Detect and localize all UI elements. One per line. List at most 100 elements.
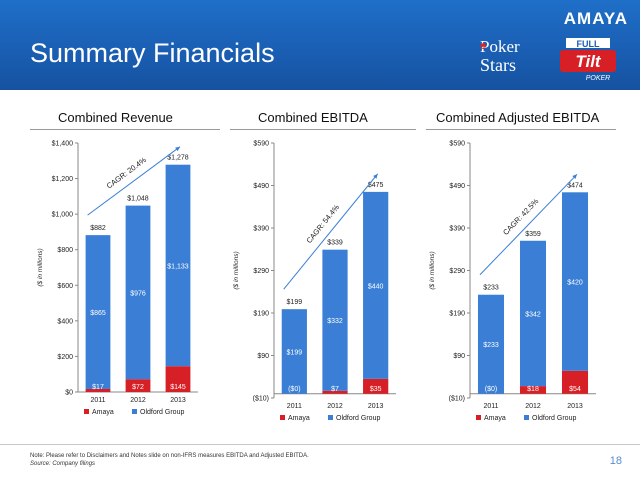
y-tick-label: $1,400 (52, 141, 74, 148)
legend-swatch-oldford (328, 415, 333, 420)
legend-swatch-amaya (280, 415, 285, 420)
data-label-oldford: $1,133 (167, 263, 189, 270)
fulltilt-logo-mid: Tilt (575, 52, 602, 71)
data-label-oldford: $865 (90, 310, 106, 317)
bar-oldford (477, 294, 505, 394)
data-label-total: $359 (525, 231, 541, 238)
y-axis-label: ($ in millions) (233, 251, 240, 289)
y-tick-label: $1,200 (52, 176, 74, 183)
y-tick-label: $290 (449, 268, 465, 275)
data-label-total: $474 (567, 182, 583, 189)
bar-amaya (363, 378, 389, 394)
bar-oldford (519, 240, 547, 387)
data-label-amaya: $72 (132, 384, 144, 391)
legend-label-amaya: Amaya (92, 409, 114, 416)
cagr-annotation: CAGR: 20.4% (105, 155, 148, 190)
amaya-logo: AMAYA (563, 9, 628, 28)
data-label-amaya: ($0) (288, 386, 300, 393)
y-tick-label: $290 (253, 268, 269, 275)
data-label-oldford: $199 (287, 349, 303, 356)
cagr-arrowhead (572, 174, 577, 180)
y-tick-label: $90 (257, 353, 269, 360)
y-axis-label: ($ in millions) (429, 251, 436, 289)
fulltilt-logo: FULL Tilt POKER (560, 38, 616, 82)
data-label-oldford: $420 (567, 280, 583, 287)
y-tick-label: $390 (253, 226, 269, 233)
y-tick-label: $400 (57, 318, 73, 325)
fulltilt-logo-bottom: POKER (586, 75, 611, 82)
bar-amaya (322, 390, 348, 394)
y-tick-label: $200 (57, 354, 73, 361)
legend-label-amaya: Amaya (484, 415, 506, 422)
adj-ebitda-section-divider (426, 129, 616, 130)
data-label-oldford: $342 (525, 311, 541, 318)
bar-amaya (165, 366, 191, 392)
bar-amaya (561, 370, 589, 394)
pokerstars-logo-line1: Poker (480, 37, 520, 56)
cagr-arrow (87, 146, 181, 216)
legend-label-oldford: Oldford Group (336, 415, 380, 422)
page-number: 18 (609, 455, 622, 467)
y-tick-label: $90 (453, 353, 465, 360)
data-label-oldford: $233 (483, 342, 499, 349)
legend-swatch-amaya (476, 415, 481, 420)
data-label-oldford: $440 (368, 283, 384, 290)
y-tick-label: $190 (253, 311, 269, 318)
data-label-total: $1,278 (167, 155, 189, 162)
revenue-section-divider (30, 129, 220, 130)
spade-icon: ♠ (480, 38, 487, 52)
adj-ebitda-chart: ($10) $90 $190 $290 $390 $490 $590 ($ in millio… (429, 141, 596, 422)
data-label-amaya: $35 (370, 386, 382, 393)
legend-swatch-amaya (84, 409, 89, 414)
legend-label-oldford: Oldford Group (532, 415, 576, 422)
footnote-source: Source: Company filings (30, 461, 96, 467)
data-label-total: $1,048 (127, 196, 149, 203)
data-label-amaya: $54 (569, 386, 581, 393)
fulltilt-logo-top: FULL (577, 39, 600, 49)
y-tick-label: $800 (57, 247, 73, 254)
x-tick-label: 2011 (287, 403, 302, 410)
data-label-amaya: $17 (92, 384, 104, 391)
y-tick-label: $590 (253, 141, 269, 148)
ebitda-chart: ($10) $90 $190 $290 $390 $490 $590 ($ in millio… (233, 141, 396, 422)
legend-label-amaya: Amaya (288, 415, 310, 422)
x-tick-label: 2012 (525, 403, 541, 410)
cagr-annotation: CAGR: 54.4% (304, 203, 341, 245)
cagr-arrow (479, 173, 578, 276)
data-label-amaya: ($0) (485, 386, 497, 393)
legend-swatch-oldford (524, 415, 529, 420)
adj-ebitda-section-title: Combined Adjusted EBITDA (436, 110, 600, 125)
bar-oldford (125, 205, 151, 380)
y-tick-label: $1,000 (52, 212, 74, 219)
bar-amaya (519, 386, 547, 394)
data-label-total: $199 (287, 299, 303, 306)
y-tick-label: $490 (449, 183, 465, 190)
data-label-total: $233 (483, 285, 499, 292)
cagr-arrowhead (373, 173, 378, 179)
bar-oldford (165, 164, 191, 367)
y-tick-label: $490 (253, 183, 269, 190)
pokerstars-logo: ♠ Poker Stars (480, 38, 536, 78)
footnote: Note: Please refer to Disclaimers and No… (30, 452, 309, 468)
x-tick-label: 2013 (170, 397, 186, 404)
data-label-total: $339 (327, 240, 343, 247)
bar-oldford (281, 309, 307, 394)
bar-amaya (125, 379, 151, 392)
y-tick-label: ($10) (449, 396, 465, 403)
bar-amaya (85, 388, 111, 392)
y-tick-label: $390 (449, 226, 465, 233)
data-label-amaya: $145 (170, 384, 186, 391)
y-axis-label: ($ in millions) (37, 248, 44, 286)
revenue-chart: $0 $200 $400 $600 $800 $1,000 $1,200 $1,400 ($ i… (37, 141, 198, 416)
data-label-amaya: $7 (331, 386, 339, 393)
x-tick-label: 2013 (368, 403, 384, 410)
data-label-amaya: $18 (527, 386, 539, 393)
ebitda-section-divider (230, 129, 416, 130)
y-tick-label: $0 (65, 390, 73, 397)
y-tick-label: ($10) (253, 396, 269, 403)
data-label-total: $475 (368, 182, 384, 189)
x-tick-label: 2012 (130, 397, 146, 404)
bar-oldford (561, 192, 589, 371)
bar-oldford (322, 249, 348, 391)
data-label-oldford: $332 (327, 318, 343, 325)
